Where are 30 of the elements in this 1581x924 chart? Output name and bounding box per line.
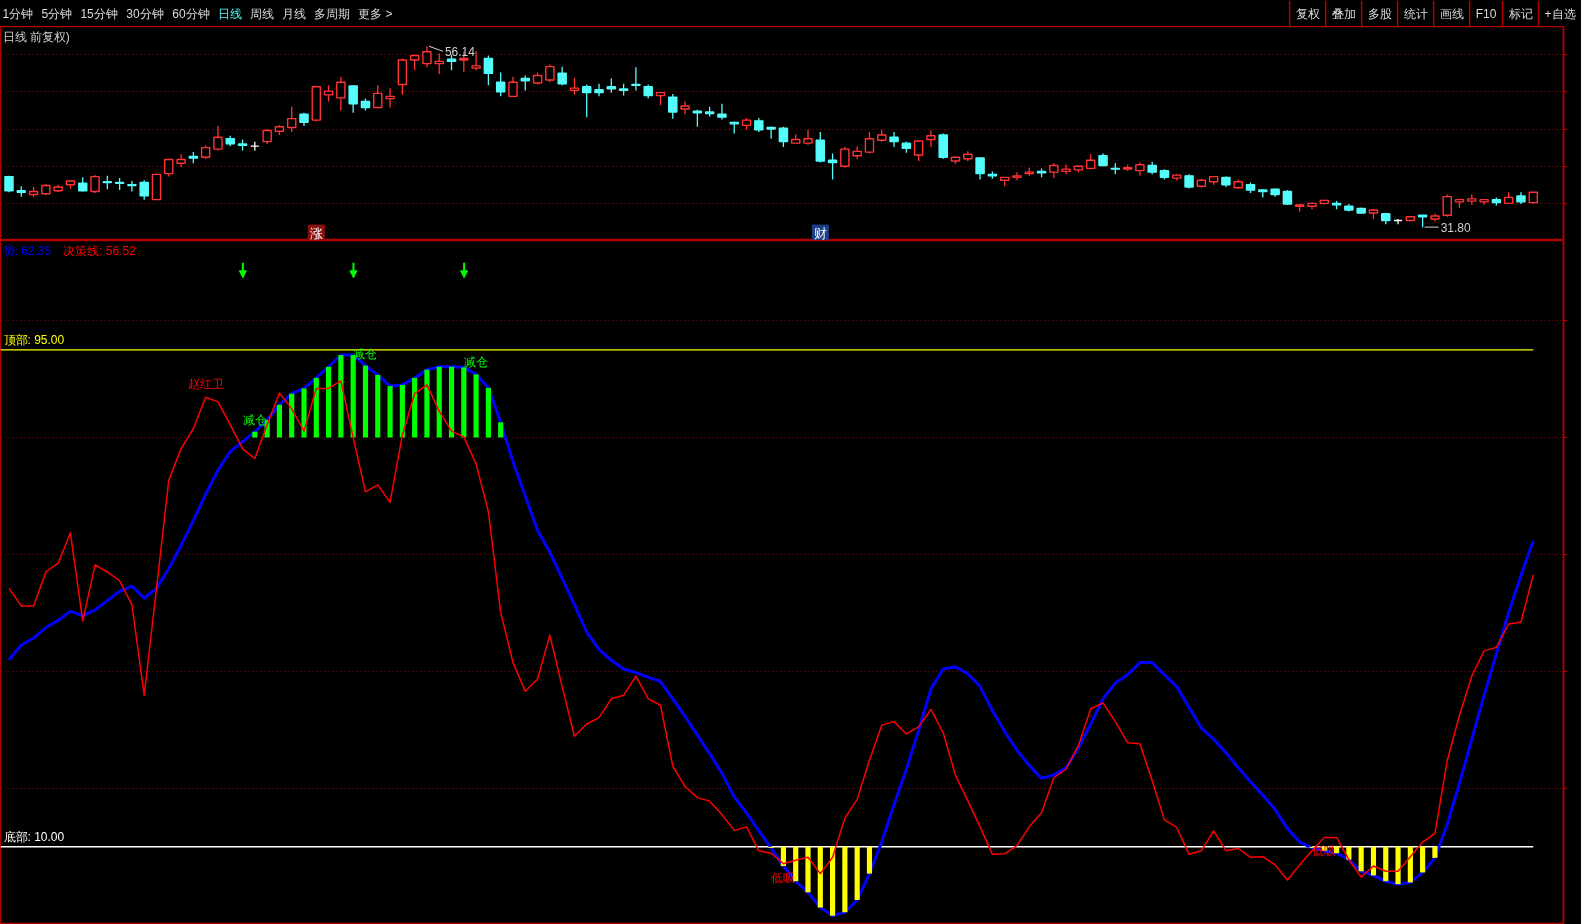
chart-title: 日线 前复权) (2, 29, 70, 44)
text: 多股 (1367, 6, 1392, 21)
text: 叠加 (1331, 6, 1356, 21)
text: 日线 (218, 6, 243, 21)
data-label: 减仓 (464, 355, 489, 370)
annotation: 31.80 (1440, 220, 1471, 235)
text: 画线 (1439, 6, 1464, 21)
text: 30分钟 (126, 6, 164, 21)
data-label: 赵红卫 (187, 377, 224, 392)
text: 多周期 (314, 6, 351, 21)
text: 60分钟 (172, 6, 210, 21)
text: +自选 (1544, 6, 1576, 21)
text: 15分钟 (80, 6, 118, 21)
text: 月线 (282, 6, 307, 21)
data-label: 减仓 (353, 346, 378, 361)
text: 周线 (250, 6, 275, 21)
text: 5分钟 (41, 6, 73, 21)
text: F10 (1475, 6, 1497, 21)
text: 势: 62.35 (2, 243, 52, 258)
text: 统计 (1403, 6, 1428, 21)
ref-line-label: 底部: 10.00 (3, 829, 65, 844)
data-label: 涨 (309, 225, 323, 241)
text: 1分钟 (2, 6, 34, 21)
data-label: 财 (813, 225, 827, 241)
ref-line-label: 顶部: 95.00 (3, 332, 65, 347)
text: 复权 (1295, 6, 1320, 21)
text: 决策线: 56.52 (63, 243, 137, 258)
text: 更多 > (358, 6, 393, 21)
text: 标记 (1507, 6, 1533, 21)
annotation: 56.14 (444, 44, 476, 59)
